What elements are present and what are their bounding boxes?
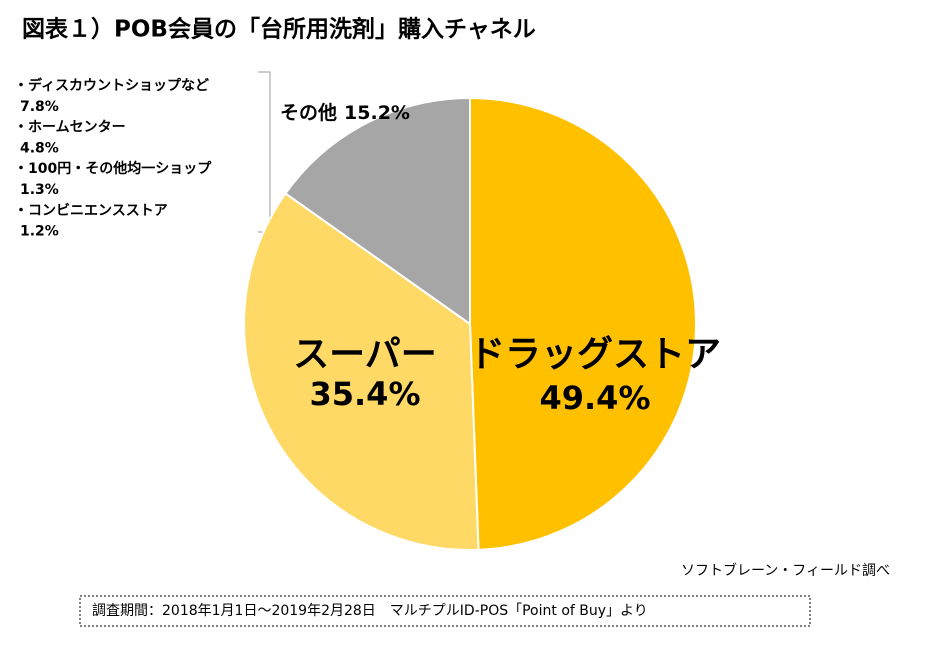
slice-label-group: その他 15.2%	[280, 101, 410, 124]
annotation: 7.8%	[20, 99, 59, 115]
pie-slice	[284, 96, 471, 326]
note: 調査期間：2018年1月1日～2019年2月28日 マルチプルID-POS「Po…	[92, 603, 648, 619]
annotation: 4.8%	[20, 140, 59, 156]
slice-name: スーパー	[293, 334, 437, 375]
slice-label: 35.4%	[309, 375, 420, 413]
annotation: ・ディスカウントショップなど	[14, 77, 209, 94]
annotation: 1.2%	[20, 224, 59, 240]
annotation: 1.3%	[20, 182, 59, 198]
slice-label: 49.4%	[539, 379, 650, 417]
chart-title: 図表１）POB会員の「台所用洗剤」購入チャネル	[22, 16, 536, 43]
slice-name: その他	[280, 101, 337, 124]
bracket	[258, 71, 271, 233]
slice-label: 15.2%	[344, 102, 410, 124]
pie-slice	[243, 192, 480, 551]
note-box	[79, 595, 811, 627]
source: ソフトブレーン・フィールド調べ	[681, 562, 890, 579]
slice-name: ドラッグストア	[469, 334, 721, 375]
annotation: ・100円・その他均一ショップ	[14, 160, 212, 177]
annotation: ・コンビニエンスストア	[14, 203, 168, 219]
pie-slice	[469, 96, 697, 551]
annotation: ・ホームセンター	[14, 120, 126, 136]
